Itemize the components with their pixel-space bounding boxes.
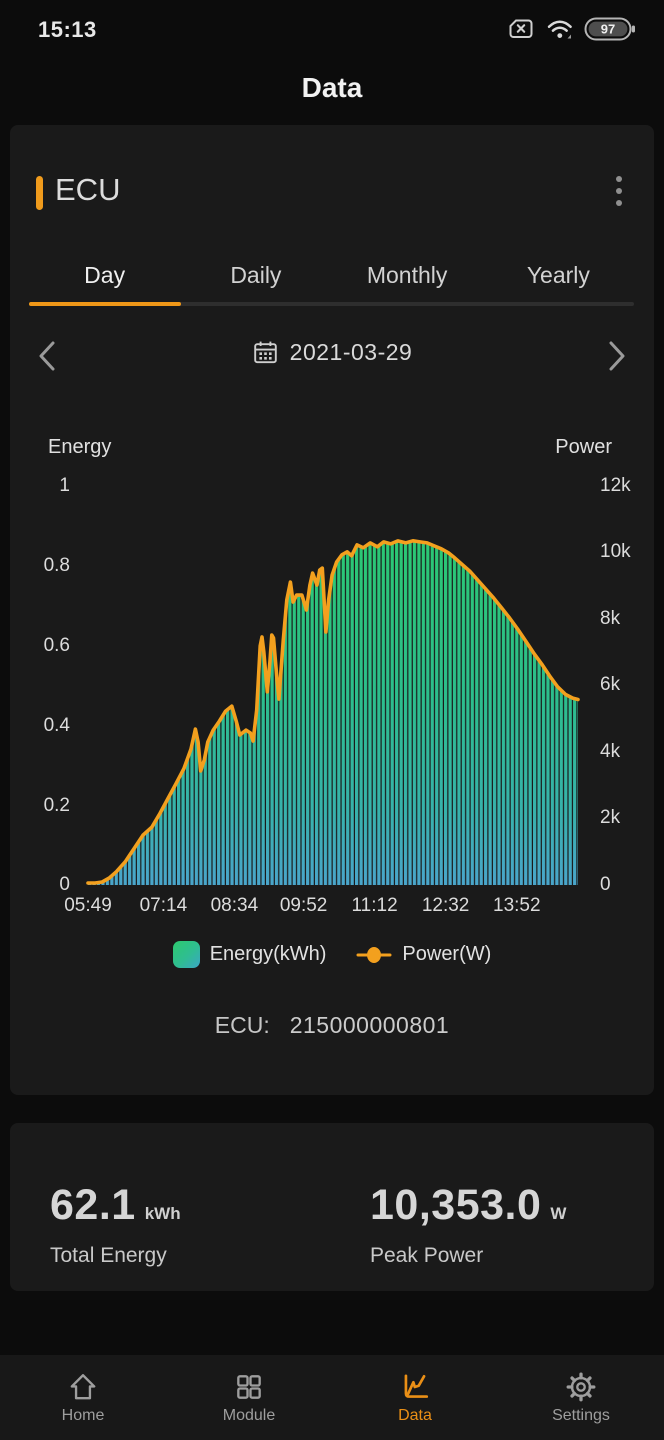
legend-energy: Energy(kWh) <box>172 941 327 968</box>
right-tick: 0 <box>600 874 611 895</box>
left-tick: 0 <box>59 874 70 895</box>
legend-power-label: Power(W) <box>402 943 492 965</box>
power-marker-icon <box>356 946 392 963</box>
x-tick: 13:52 <box>493 895 541 916</box>
battery-icon: 97 <box>584 16 636 47</box>
previous-day-button[interactable] <box>34 337 60 375</box>
tab-yearly[interactable]: Yearly <box>526 261 590 288</box>
nav-home-label: Home <box>61 1406 105 1424</box>
home-icon <box>70 1373 96 1399</box>
settings-gear-icon <box>566 1372 596 1401</box>
data-chart-icon <box>404 1373 429 1398</box>
next-day-button[interactable] <box>604 337 630 375</box>
nav-module[interactable]: Module <box>194 1371 304 1425</box>
power-line <box>86 539 580 885</box>
wifi-icon <box>546 17 575 47</box>
peak-power-value: 10,353.0 <box>370 1181 542 1229</box>
calendar-icon <box>253 341 277 364</box>
status-time: 15:13 <box>38 17 97 42</box>
peak-power-label: Peak Power <box>370 1244 484 1267</box>
total-energy-label: Total Energy <box>50 1244 167 1267</box>
ecu-serial-number: 215000000801 <box>289 1012 450 1038</box>
right-axis-title: Power <box>555 436 612 458</box>
right-tick: 6k <box>600 674 621 695</box>
peak-power-unit: W <box>550 1204 567 1223</box>
selected-date: 2021-03-29 <box>289 339 413 365</box>
total-energy-stat: 62.1 kWh Total Energy <box>50 1181 181 1268</box>
nav-settings-label: Settings <box>552 1406 610 1424</box>
left-tick: 0.4 <box>43 715 70 736</box>
ecu-accent-bar <box>36 176 43 210</box>
summary-card: 62.1 kWh Total Energy 10,353.0 W Peak Po… <box>10 1123 654 1291</box>
period-tabs: Day Daily Monthly Yearly <box>29 251 634 299</box>
bottom-nav: Home Module Data <box>0 1355 664 1440</box>
legend-energy-label: Energy(kWh) <box>209 943 327 965</box>
x-tick: 05:49 <box>64 895 112 916</box>
x-tick: 07:14 <box>139 895 188 916</box>
ecu-card-title: ECU <box>55 172 121 207</box>
status-icons: 97 <box>505 16 636 47</box>
nav-data[interactable]: Data <box>360 1371 470 1425</box>
nav-data-label: Data <box>398 1406 432 1424</box>
tab-track <box>29 302 634 306</box>
left-tick: 1 <box>59 475 70 496</box>
chart-legend: Energy(kWh) Power(W) <box>10 941 654 968</box>
total-energy-unit: kWh <box>144 1204 181 1223</box>
ecu-serial-label: ECU: <box>214 1012 270 1038</box>
tab-daily[interactable]: Daily <box>230 261 282 288</box>
right-tick: 2k <box>600 807 621 828</box>
ecu-data-card: ECU Day Daily Monthly Yearly <box>10 125 654 1095</box>
right-tick: 10k <box>600 541 631 562</box>
sim-missing-icon <box>505 16 537 47</box>
active-tab-underline <box>29 302 181 306</box>
nav-settings[interactable]: Settings <box>526 1371 636 1425</box>
left-axis-title: Energy <box>48 436 112 458</box>
x-tick: 11:12 <box>351 895 398 916</box>
kebab-menu-icon <box>616 176 622 206</box>
battery-percent: 97 <box>601 22 615 37</box>
energy-power-chart <box>86 539 580 885</box>
right-tick: 8k <box>600 608 621 629</box>
x-tick: 09:52 <box>279 895 328 916</box>
more-options-button[interactable] <box>606 173 632 209</box>
left-tick: 0.8 <box>43 555 70 576</box>
tab-monthly[interactable]: Monthly <box>366 261 448 288</box>
tab-day[interactable]: Day <box>84 261 126 288</box>
left-tick: 0.2 <box>43 795 70 816</box>
ecu-serial-row: ECU: 215000000801 <box>10 1012 654 1039</box>
chevron-right-icon <box>609 341 625 371</box>
nav-home[interactable]: Home <box>28 1371 138 1425</box>
legend-power: Power(W) <box>356 943 491 966</box>
x-tick: 12:32 <box>421 895 470 916</box>
date-picker[interactable]: 2021-03-29 <box>10 339 654 366</box>
right-tick: 12k <box>600 475 631 496</box>
total-energy-value: 62.1 <box>50 1181 136 1229</box>
left-tick: 0.6 <box>43 635 70 656</box>
peak-power-stat: 10,353.0 W Peak Power <box>370 1181 566 1268</box>
right-tick: 4k <box>600 741 621 762</box>
x-tick: 08:34 <box>210 895 259 916</box>
module-grid-icon <box>237 1374 261 1399</box>
nav-module-label: Module <box>222 1406 276 1424</box>
page-title: Data <box>301 72 363 103</box>
energy-swatch-icon <box>172 941 200 968</box>
chevron-left-icon <box>39 341 55 371</box>
energy-bar-gaps <box>88 540 578 885</box>
